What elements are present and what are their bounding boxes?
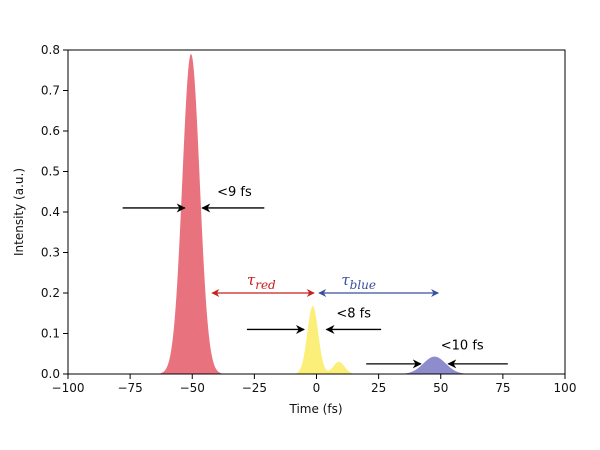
fwhm-label-2: <8 fs	[336, 306, 371, 321]
x-tick-label: 0	[313, 381, 321, 395]
x-tick-label: 75	[495, 381, 510, 395]
x-tick-label: 100	[554, 381, 577, 395]
y-tick-label: 0.4	[41, 205, 60, 219]
x-axis: −100 −75 −50 −25 0 25 50 75 100	[52, 374, 577, 395]
x-tick-label: −50	[180, 381, 205, 395]
y-axis: 0.0 0.1 0.2 0.3 0.4 0.5 0.6 0.7 0.8	[41, 43, 68, 381]
y-tick-label: 0.5	[41, 165, 60, 179]
annotation-layer: τred τblue <9 fs <8 fs <10 fs	[122, 185, 508, 369]
x-tick-label: −100	[52, 381, 85, 395]
y-tick-label: 0.6	[41, 124, 60, 138]
y-tick-label: 0.1	[41, 327, 60, 341]
x-tick-label: −75	[117, 381, 142, 395]
y-tick-label: 0.3	[41, 246, 60, 260]
y-tick-label: 0.0	[41, 367, 60, 381]
y-tick-label: 0.7	[41, 84, 60, 98]
series-pulse-3	[389, 356, 480, 374]
x-tick-label: −25	[242, 381, 267, 395]
series-pulse-2	[290, 305, 362, 374]
y-tick-label: 0.8	[41, 43, 60, 57]
interval-label-red: τred	[247, 271, 276, 292]
x-tick-label: 50	[433, 381, 448, 395]
interval-label-blue: τblue	[341, 271, 376, 292]
y-tick-label: 0.2	[41, 286, 60, 300]
series-pulse-1	[156, 54, 226, 375]
x-tick-label: 25	[371, 381, 386, 395]
series-layer	[156, 54, 480, 375]
y-axis-title: Intensity (a.u.)	[12, 168, 26, 256]
x-axis-title: Time (fs)	[288, 402, 342, 416]
fwhm-label-3: <10 fs	[441, 339, 484, 354]
fwhm-label-1: <9 fs	[217, 185, 252, 200]
